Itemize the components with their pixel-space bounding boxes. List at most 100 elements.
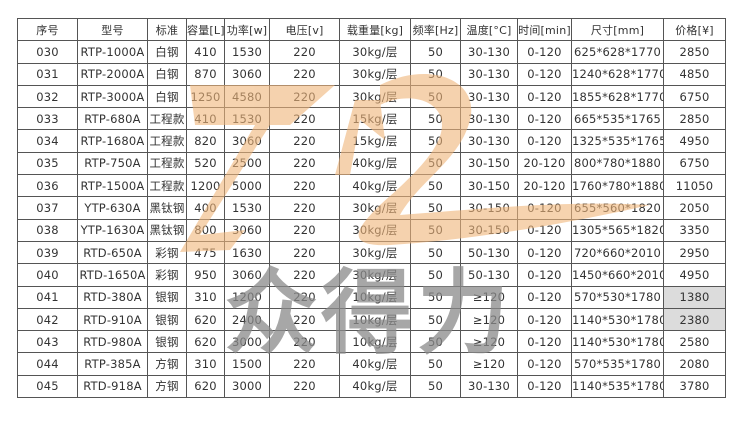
table-cell: RTP-1000A [77, 40, 148, 64]
table-row: 031 RTP-2000A 白钢 870 3060 220 30kg/层 50 30-130 0-… [17, 62, 726, 86]
table-cell: 0-120 [517, 40, 572, 64]
table-cell: 50 [410, 174, 461, 198]
table-cell: 2580 [663, 330, 726, 354]
table-cell: 4950 [663, 263, 726, 287]
table-cell: 50 [410, 218, 461, 242]
table-row: 039 RTD-650A 彩钢 475 1630 220 30kg/层 50 50-130 0-1… [17, 240, 726, 265]
table-cell: RTP-1680A [77, 129, 148, 153]
column-header: 功率[w] [224, 17, 270, 42]
table-cell: 30-130 [460, 40, 518, 64]
table-cell: 50 [410, 352, 461, 376]
table-cell: 1200 [224, 285, 270, 309]
table-cell: 3000 [224, 374, 270, 399]
table-cell: 银钢 [147, 285, 187, 309]
table-cell: 220 [269, 84, 340, 109]
table-row: 043 RTD-980A 银钢 620 3000 220 10kg/层 50 ≥120 0-120… [17, 330, 726, 354]
table-cell: 1630 [224, 240, 270, 265]
table-cell: 220 [269, 240, 340, 265]
table-cell: 40kg/层 [339, 151, 411, 176]
table-cell: 4580 [224, 84, 270, 109]
table-cell: 220 [269, 330, 340, 354]
table-row: 040 RTD-1650A 彩钢 950 3060 220 30kg/层 50 50-130 0-… [17, 263, 726, 287]
table-cell: 30kg/层 [339, 263, 411, 287]
table-cell: 038 [17, 218, 78, 242]
table-cell: 5000 [224, 174, 270, 198]
table-cell: 045 [17, 374, 78, 399]
table-cell: YTP-1630A [77, 218, 148, 242]
table-cell: 410 [186, 107, 225, 131]
table-cell: 570*530*1780 [571, 285, 664, 309]
table-cell: 30kg/层 [339, 84, 411, 109]
table-cell: 彩钢 [147, 240, 187, 265]
table-cell: 0-120 [517, 307, 572, 332]
table-cell: 220 [269, 352, 340, 376]
table-cell: 50 [410, 330, 461, 354]
table-cell: 1305*565*1820 [571, 218, 664, 242]
table-cell: 30kg/层 [339, 240, 411, 265]
table-row: 032 RTP-3000A 白钢 1250 4580 220 30kg/层 50 30-130 0… [17, 84, 726, 109]
table-cell: ≥120 [460, 330, 518, 354]
table-cell: 30kg/层 [339, 218, 411, 242]
table-cell: 0-120 [517, 196, 572, 220]
table-cell: 工程款 [147, 107, 187, 131]
table-cell: 040 [17, 263, 78, 287]
table-cell: 220 [269, 263, 340, 287]
table-cell: 1855*628*1770 [571, 84, 664, 109]
table-cell: 3350 [663, 218, 726, 242]
table-cell: 035 [17, 151, 78, 176]
table-cell: 30-150 [460, 196, 518, 220]
table-cell: RTD-380A [77, 285, 148, 309]
table-cell: 655*560*1820 [571, 196, 664, 220]
table-cell: 20-120 [517, 174, 572, 198]
table-cell: 1530 [224, 107, 270, 131]
table-row: 038 YTP-1630A 黑钛钢 800 3060 220 30kg/层 50 30-150 0… [17, 218, 726, 242]
table-cell: 2950 [663, 240, 726, 265]
table-cell: 950 [186, 263, 225, 287]
table-cell: 037 [17, 196, 78, 220]
table-cell: 720*660*2010 [571, 240, 664, 265]
table-cell: 6750 [663, 84, 726, 109]
table-cell: 2500 [224, 151, 270, 176]
column-header: 电压[v] [269, 17, 340, 42]
column-header: 时间[min] [517, 17, 572, 42]
table-cell: 3060 [224, 263, 270, 287]
table-cell: 1140*530*1780 [571, 330, 664, 354]
table-cell: 1250 [186, 84, 225, 109]
table-cell: 30-150 [460, 151, 518, 176]
table-cell: 220 [269, 129, 340, 153]
table-cell: 30-130 [460, 62, 518, 86]
table-cell: 白钢 [147, 84, 187, 109]
table-cell: 50 [410, 374, 461, 399]
table-cell: 1500 [224, 352, 270, 376]
table-cell: 方钢 [147, 352, 187, 376]
table-cell: 042 [17, 307, 78, 332]
table-cell: 2850 [663, 107, 726, 131]
table-cell: 50 [410, 62, 461, 86]
table-cell: 30-130 [460, 129, 518, 153]
table-cell: 工程款 [147, 129, 187, 153]
table-cell: 870 [186, 62, 225, 86]
table-cell: 1140*535*1780 [571, 374, 664, 399]
column-header: 容量[L] [186, 17, 225, 42]
table-cell: 220 [269, 107, 340, 131]
table-row: 044 RTP-385A 方钢 310 1500 220 40kg/层 50 ≥120 0-120… [17, 352, 726, 376]
product-spec-table: 序号 型号 标准 容量[L] 功率[w] 电压[v] 载重量[kg] 频率[Hz] 温度[°C]… [17, 17, 726, 399]
table-cell: 032 [17, 84, 78, 109]
table-cell: 2380 [663, 307, 726, 332]
table-cell: 041 [17, 285, 78, 309]
table-cell: 0-120 [517, 240, 572, 265]
table-cell: 030 [17, 40, 78, 64]
table-cell: 0-120 [517, 374, 572, 399]
table-cell: 0-120 [517, 263, 572, 287]
table-cell: 520 [186, 151, 225, 176]
column-header: 尺寸[mm] [571, 17, 664, 42]
table-cell: 白钢 [147, 62, 187, 86]
table-cell: 15kg/层 [339, 129, 411, 153]
table-cell: 220 [269, 151, 340, 176]
table-row: 035 RTP-750A 工程款 520 2500 220 40kg/层 50 30-150 20… [17, 151, 726, 176]
table-cell: 2050 [663, 196, 726, 220]
table-cell: 800*780*1880 [571, 151, 664, 176]
table-cell: 50 [410, 107, 461, 131]
table-cell: RTP-680A [77, 107, 148, 131]
table-cell: 黑钛钢 [147, 218, 187, 242]
